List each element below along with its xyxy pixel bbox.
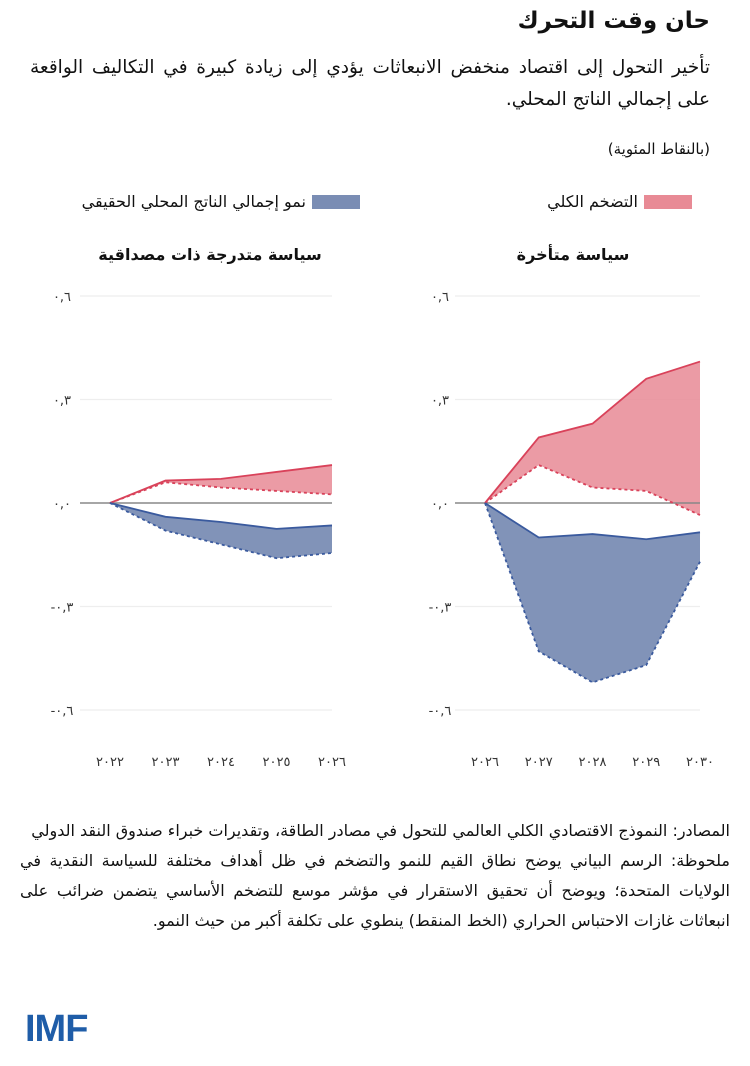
inflation-line-dashed: [109, 481, 333, 504]
panel-delayed: سياسة متأخرة ٠,٦ ٠,٣ ٠,٠ -٠,٣ -٠,٦ ٢٠٢٦ ٢٠٢٧ ٢٠٢…: [429, 244, 714, 770]
x-tick-label: ٢٠٢٦: [471, 755, 499, 770]
legend-gdp: نمو إجمالي الناتج المحلي الحقيقي: [82, 192, 360, 211]
x-tick-label: ٢٠٢٥: [263, 755, 291, 770]
unit-label: (بالنقاط المئوية): [607, 140, 710, 158]
y-tick-label: -٠,٦: [51, 704, 74, 719]
chart-title: حان وقت التحرك: [517, 8, 710, 34]
y-tick-label: ٠,٣: [431, 394, 449, 409]
x-tick-label: ٢٠٢٤: [207, 755, 235, 770]
gdp-line-solid: [484, 502, 701, 541]
x-tick-label: ٢٠٢٩: [632, 755, 660, 770]
x-tick-label: ٢٠٢٧: [525, 755, 553, 770]
imf-logo: IMF: [25, 1008, 88, 1050]
y-tick-label: -٠,٦: [429, 704, 452, 719]
panel-title: سياسة متدرجة ذات مصداقية: [98, 245, 321, 264]
inflation-line-solid: [484, 360, 701, 504]
chart-subtitle: تأخير التحول إلى اقتصاد منخفض الانبعاثات…: [30, 57, 710, 110]
gdp-line-solid: [109, 502, 333, 530]
x-tick-label: ٢٠٢٨: [579, 755, 607, 770]
y-tick-label: ٠,٣: [53, 394, 71, 409]
x-tick-label: ٢٠٢٣: [152, 755, 180, 770]
footer: المصادر: النموذج الاقتصادي الكلي العالمي…: [20, 816, 730, 936]
legend-gdp-label: نمو إجمالي الناتج المحلي الحقيقي: [81, 192, 306, 211]
gdp-line-dashed: [109, 502, 333, 560]
panel-gradual: سياسة متدرجة ذات مصداقية ٠,٦ ٠,٣ ٠,٠ -٠,٣ -٠,…: [51, 245, 346, 770]
gdp-band: [485, 503, 700, 683]
panel-title: سياسة متأخرة: [517, 244, 630, 264]
legend-inflation: التضخم الكلي: [547, 192, 692, 211]
chart-area: سياسة متأخرة ٠,٦ ٠,٣ ٠,٠ -٠,٣ -٠,٦ ٢٠٢٦ ٢٠٢٧ ٢٠٢…: [51, 244, 714, 770]
x-tick-label: ٢٠٢٢: [96, 755, 124, 770]
sources-note: المصادر: النموذج الاقتصادي الكلي العالمي…: [31, 821, 730, 840]
y-tick-label: ٠,٠: [53, 497, 71, 512]
legend-gdp-swatch: [312, 194, 360, 209]
explanatory-note: ملحوظة: الرسم البياني يوضح نطاق القيم لل…: [20, 851, 730, 931]
inflation-band: [110, 465, 332, 503]
y-tick-label: ٠,٦: [53, 290, 71, 305]
y-tick-label: ٠,٦: [431, 290, 449, 305]
legend-inflation-label: التضخم الكلي: [547, 192, 638, 211]
inflation-line-dashed: [484, 464, 701, 516]
inflation-line-solid: [109, 464, 333, 504]
legend-inflation-swatch: [644, 194, 692, 209]
y-tick-label: -٠,٣: [429, 601, 452, 616]
x-tick-label: ٢٠٣٠: [686, 755, 714, 770]
y-tick-label: ٠,٠: [431, 497, 449, 512]
y-tick-label: -٠,٣: [51, 601, 74, 616]
x-tick-label: ٢٠٢٦: [318, 755, 346, 770]
inflation-band: [485, 361, 700, 516]
